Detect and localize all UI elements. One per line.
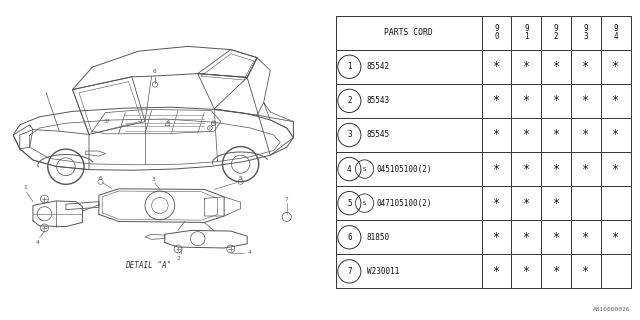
Text: *: * <box>552 163 559 176</box>
Text: *: * <box>552 265 559 278</box>
Text: *: * <box>523 197 530 210</box>
Text: *: * <box>493 60 500 73</box>
Text: *: * <box>612 128 620 141</box>
Text: 5: 5 <box>239 176 243 181</box>
Text: *: * <box>612 94 620 108</box>
Text: *: * <box>552 128 559 141</box>
Text: 047105100(2): 047105100(2) <box>376 199 431 208</box>
Text: 85542: 85542 <box>367 62 390 71</box>
Text: DETAIL "A": DETAIL "A" <box>125 261 172 270</box>
Text: *: * <box>523 94 530 108</box>
Text: 045105100(2): 045105100(2) <box>376 164 431 173</box>
Text: *: * <box>523 60 530 73</box>
Text: *: * <box>493 163 500 176</box>
Text: 7: 7 <box>347 267 351 276</box>
Text: *: * <box>493 265 500 278</box>
Text: *: * <box>582 163 589 176</box>
Text: *: * <box>612 163 620 176</box>
Text: A: A <box>166 120 170 125</box>
Text: 85543: 85543 <box>367 96 390 105</box>
Text: 6: 6 <box>99 176 102 181</box>
Text: 9
0: 9 0 <box>494 24 499 41</box>
Text: *: * <box>582 60 589 73</box>
Text: S: S <box>363 167 366 172</box>
Text: *: * <box>493 231 500 244</box>
Text: *: * <box>552 231 559 244</box>
Text: S: S <box>363 201 366 206</box>
Text: *: * <box>523 231 530 244</box>
Text: *: * <box>552 197 559 210</box>
Text: *: * <box>493 197 500 210</box>
Text: *: * <box>582 94 589 108</box>
Text: 2: 2 <box>176 256 180 261</box>
Text: *: * <box>612 60 620 73</box>
Text: *: * <box>493 128 500 141</box>
Text: *: * <box>493 94 500 108</box>
Text: *: * <box>523 163 530 176</box>
Text: *: * <box>582 128 589 141</box>
Text: 3: 3 <box>347 131 351 140</box>
Text: 1: 1 <box>23 185 27 190</box>
Text: 5: 5 <box>347 199 351 208</box>
Text: 81850: 81850 <box>367 233 390 242</box>
Text: 6: 6 <box>153 68 157 74</box>
Text: 4: 4 <box>347 164 351 173</box>
Text: *: * <box>582 231 589 244</box>
Text: 9
3: 9 3 <box>584 24 588 41</box>
Text: A816000026: A816000026 <box>593 307 630 312</box>
Text: *: * <box>552 94 559 108</box>
Text: 1: 1 <box>347 62 351 71</box>
Text: *: * <box>523 265 530 278</box>
Text: 9
1: 9 1 <box>524 24 529 41</box>
Text: 9
4: 9 4 <box>613 24 618 41</box>
Text: 3: 3 <box>152 177 155 182</box>
Text: *: * <box>612 231 620 244</box>
Text: *: * <box>582 265 589 278</box>
Text: 2: 2 <box>347 96 351 105</box>
Text: 6: 6 <box>347 233 351 242</box>
Text: *: * <box>552 60 559 73</box>
Text: 9
2: 9 2 <box>554 24 559 41</box>
Text: 7: 7 <box>285 196 289 202</box>
Text: 4: 4 <box>247 250 251 255</box>
Text: 85545: 85545 <box>367 131 390 140</box>
Text: 37: 37 <box>104 119 110 124</box>
Text: W230011: W230011 <box>367 267 399 276</box>
Text: PARTS CORD: PARTS CORD <box>384 28 433 37</box>
Text: 4: 4 <box>36 240 40 245</box>
Text: *: * <box>523 128 530 141</box>
